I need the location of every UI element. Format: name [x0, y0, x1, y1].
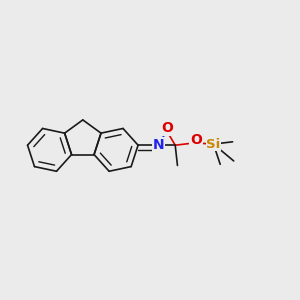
Text: Si: Si [206, 138, 220, 151]
Text: O: O [190, 133, 202, 147]
Text: N: N [152, 138, 164, 152]
Text: O: O [161, 121, 173, 135]
